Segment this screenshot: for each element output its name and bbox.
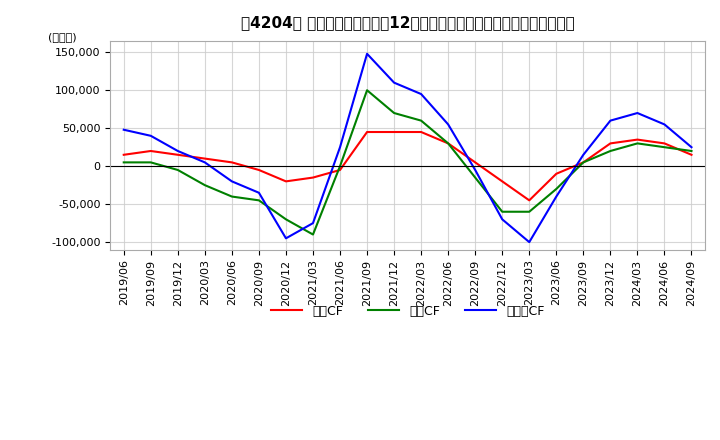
フリーCF	[498, 216, 507, 222]
営業CF	[390, 129, 398, 135]
投資CF	[687, 148, 696, 154]
フリーCF	[660, 122, 669, 127]
営業CF	[579, 160, 588, 165]
投資CF	[552, 186, 561, 191]
Line: 営業CF: 営業CF	[124, 132, 691, 200]
フリーCF	[201, 160, 210, 165]
Y-axis label: (百万円): (百万円)	[48, 32, 77, 42]
フリーCF	[309, 220, 318, 226]
Title: ［4204］ キャッシュフローの12か月移動合計の対前年同期増減額の推移: ［4204］ キャッシュフローの12か月移動合計の対前年同期増減額の推移	[240, 15, 575, 30]
営業CF	[687, 152, 696, 158]
フリーCF	[390, 80, 398, 85]
投資CF	[498, 209, 507, 214]
投資CF	[471, 175, 480, 180]
営業CF	[525, 198, 534, 203]
投資CF	[255, 198, 264, 203]
投資CF	[336, 164, 344, 169]
営業CF	[471, 160, 480, 165]
営業CF	[552, 171, 561, 176]
投資CF	[201, 183, 210, 188]
投資CF	[633, 141, 642, 146]
フリーCF	[579, 152, 588, 158]
営業CF	[498, 179, 507, 184]
営業CF	[228, 160, 236, 165]
営業CF	[606, 141, 615, 146]
フリーCF	[525, 239, 534, 245]
投資CF	[525, 209, 534, 214]
フリーCF	[146, 133, 155, 139]
Legend: 営業CF, 投資CF, フリーCF: 営業CF, 投資CF, フリーCF	[266, 300, 549, 323]
投資CF	[606, 148, 615, 154]
営業CF	[633, 137, 642, 142]
投資CF	[174, 167, 182, 172]
投資CF	[660, 145, 669, 150]
フリーCF	[444, 122, 452, 127]
フリーCF	[471, 167, 480, 172]
営業CF	[282, 179, 290, 184]
投資CF	[228, 194, 236, 199]
営業CF	[174, 152, 182, 158]
フリーCF	[552, 194, 561, 199]
Line: フリーCF: フリーCF	[124, 54, 691, 242]
営業CF	[309, 175, 318, 180]
営業CF	[417, 129, 426, 135]
フリーCF	[633, 110, 642, 116]
投資CF	[363, 88, 372, 93]
投資CF	[417, 118, 426, 123]
投資CF	[390, 110, 398, 116]
フリーCF	[174, 148, 182, 154]
フリーCF	[228, 179, 236, 184]
投資CF	[309, 232, 318, 237]
投資CF	[579, 160, 588, 165]
営業CF	[201, 156, 210, 161]
フリーCF	[255, 190, 264, 195]
フリーCF	[417, 92, 426, 97]
投資CF	[146, 160, 155, 165]
投資CF	[120, 160, 128, 165]
営業CF	[444, 141, 452, 146]
フリーCF	[687, 145, 696, 150]
フリーCF	[120, 127, 128, 132]
投資CF	[282, 216, 290, 222]
フリーCF	[363, 51, 372, 56]
Line: 投資CF: 投資CF	[124, 90, 691, 235]
フリーCF	[336, 145, 344, 150]
営業CF	[363, 129, 372, 135]
投資CF	[444, 141, 452, 146]
営業CF	[336, 167, 344, 172]
営業CF	[120, 152, 128, 158]
フリーCF	[606, 118, 615, 123]
営業CF	[255, 167, 264, 172]
営業CF	[660, 141, 669, 146]
営業CF	[146, 148, 155, 154]
フリーCF	[282, 236, 290, 241]
